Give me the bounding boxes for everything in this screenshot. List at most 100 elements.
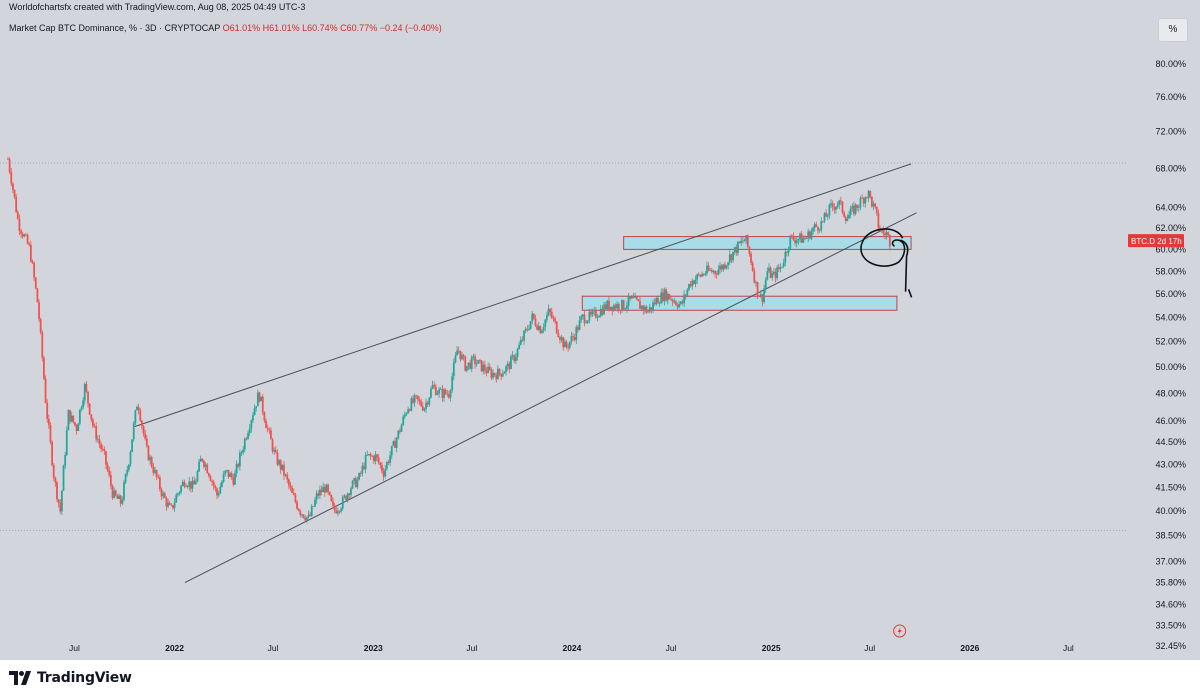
candle-body bbox=[274, 449, 277, 453]
candle-body bbox=[490, 369, 493, 378]
candle-body bbox=[168, 502, 171, 505]
candle-body bbox=[464, 356, 467, 371]
symbol-name[interactable]: Market Cap BTC Dominance, % · 3D · CRYPT… bbox=[9, 23, 221, 33]
candle-body bbox=[57, 499, 60, 503]
candle-body bbox=[808, 231, 811, 239]
candle-body bbox=[356, 479, 359, 488]
candle-body bbox=[403, 414, 406, 417]
candle-body bbox=[691, 280, 694, 287]
candle-body bbox=[813, 224, 816, 228]
candle-body bbox=[317, 493, 320, 496]
candle-body bbox=[851, 205, 854, 209]
candle-body bbox=[465, 366, 468, 371]
time-tick-label: Jul bbox=[466, 643, 477, 653]
candle-body bbox=[655, 298, 658, 305]
percent-scale-button[interactable]: % bbox=[1158, 18, 1188, 42]
candle-body bbox=[562, 337, 565, 348]
candle-body bbox=[29, 244, 32, 262]
candle-body bbox=[234, 473, 236, 485]
candle-body bbox=[10, 171, 13, 184]
candle-body bbox=[74, 422, 76, 426]
annotation-circle bbox=[860, 228, 906, 267]
candle-body bbox=[70, 415, 73, 422]
candle-body bbox=[608, 300, 610, 310]
candle-body bbox=[23, 234, 26, 237]
candle-body bbox=[296, 501, 298, 509]
candle-body bbox=[377, 457, 380, 463]
candle-body bbox=[46, 402, 49, 419]
candle-body bbox=[126, 469, 129, 475]
candle-body bbox=[240, 452, 243, 454]
candle-body bbox=[139, 410, 142, 421]
candle-body bbox=[725, 265, 728, 269]
candle-body bbox=[350, 488, 352, 496]
candle-body bbox=[56, 482, 58, 500]
candle-body bbox=[588, 311, 591, 321]
candle-body bbox=[268, 429, 271, 431]
time-tick-label: 2026 bbox=[960, 643, 979, 653]
candle-body bbox=[299, 510, 302, 515]
candle-body bbox=[869, 190, 872, 197]
candle-body bbox=[474, 356, 476, 365]
candle-body bbox=[121, 499, 124, 504]
candle-body bbox=[201, 458, 204, 461]
candle-body bbox=[368, 453, 370, 455]
candle-body bbox=[271, 439, 274, 452]
candle-body bbox=[199, 458, 202, 462]
candle-body bbox=[546, 315, 548, 320]
candle-body bbox=[645, 306, 648, 313]
candle-body bbox=[336, 511, 339, 514]
candle-body bbox=[106, 464, 109, 471]
candle-body bbox=[777, 267, 780, 270]
time-axis[interactable]: Jul 2022 Jul 2023 Jul 2024 Jul 2025 Jul 2026 Jul bbox=[69, 624, 1074, 653]
price-tick-label: 68.00% bbox=[1155, 164, 1186, 174]
candle-body bbox=[188, 481, 191, 487]
candle-body bbox=[230, 473, 233, 478]
price-axis[interactable]: 80.00% 76.00% 72.00% 68.00% 64.00% 62.00% 60.0… bbox=[1128, 0, 1200, 660]
candle-body bbox=[528, 328, 530, 330]
candle-body bbox=[425, 402, 427, 409]
candle-body bbox=[413, 395, 416, 403]
candle-body bbox=[596, 317, 599, 318]
candle-body bbox=[853, 205, 855, 215]
candle-body bbox=[578, 320, 581, 330]
candle-body bbox=[256, 392, 259, 407]
candle-body bbox=[657, 298, 659, 304]
candle-body bbox=[384, 468, 387, 477]
symbol-info[interactable]: Market Cap BTC Dominance, % · 3D · CRYPT… bbox=[9, 23, 442, 33]
candle-body bbox=[846, 218, 849, 221]
candle-body bbox=[482, 364, 485, 372]
candle-body bbox=[472, 356, 475, 358]
candle-body bbox=[173, 502, 176, 509]
candle-body bbox=[361, 465, 364, 474]
candle-body bbox=[766, 271, 769, 280]
candle-body bbox=[420, 401, 423, 407]
candle-body bbox=[116, 495, 119, 499]
candle-body bbox=[124, 474, 127, 483]
candle-body bbox=[585, 322, 587, 324]
candle-body bbox=[640, 305, 643, 309]
candle-body bbox=[590, 311, 592, 315]
candle-body bbox=[500, 373, 503, 377]
candle-body bbox=[314, 499, 316, 507]
candle-body bbox=[28, 243, 31, 245]
candle-body bbox=[483, 364, 486, 371]
candle-body bbox=[247, 433, 249, 439]
candle-body bbox=[823, 213, 826, 222]
candle-body bbox=[480, 360, 483, 372]
candle-body bbox=[217, 493, 220, 496]
price-chart[interactable]: 80.00% 76.00% 72.00% 68.00% 64.00% 62.00% 60.0… bbox=[0, 0, 1200, 660]
candle-body bbox=[470, 356, 473, 369]
candle-body bbox=[284, 474, 287, 476]
candle-body bbox=[524, 328, 527, 331]
ohlc-values: O61.01% H61.01% L60.74% C60.77% −0.24 (−… bbox=[222, 23, 442, 33]
candle-body bbox=[54, 477, 57, 483]
tradingview-logo[interactable]: TradingView bbox=[9, 670, 132, 686]
candle-body bbox=[570, 336, 573, 342]
candle-body bbox=[123, 482, 125, 500]
candle-body bbox=[552, 317, 555, 319]
candle-body bbox=[51, 441, 53, 465]
time-tick-label: Jul bbox=[1063, 643, 1074, 653]
candle-body bbox=[181, 481, 184, 486]
